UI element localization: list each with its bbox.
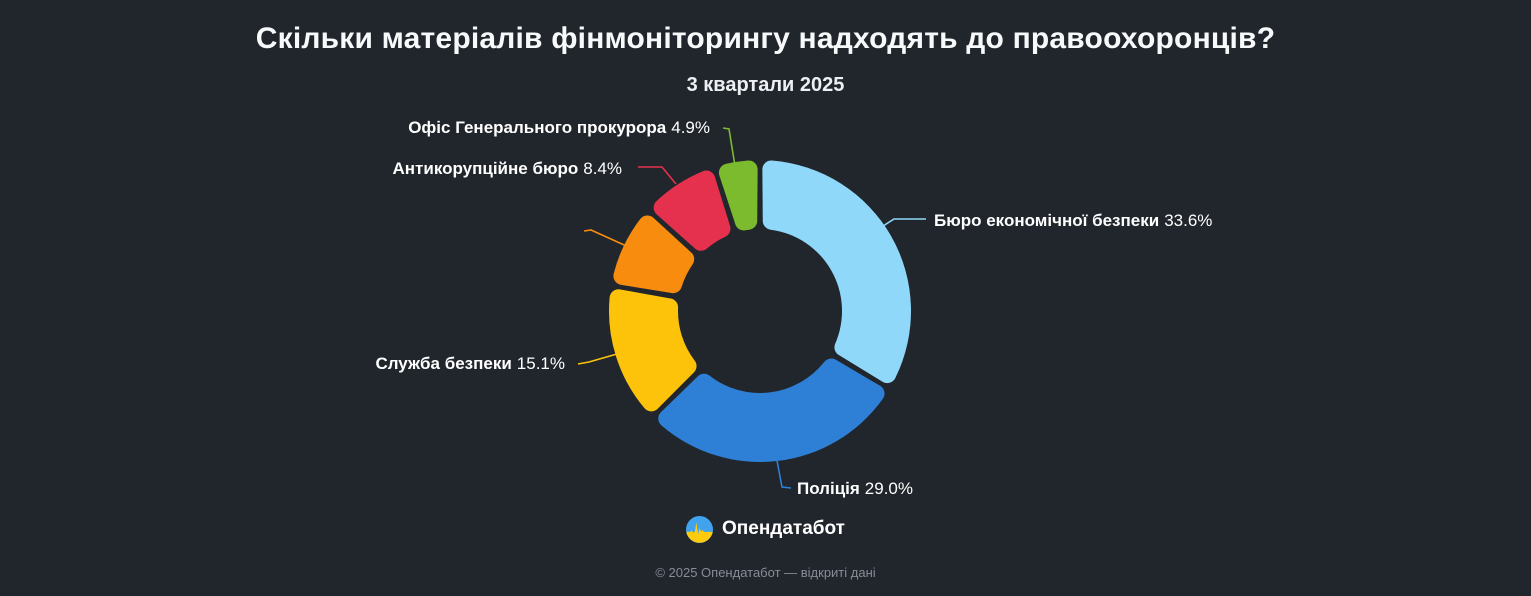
segment-name: Бюро економічної безпеки [934, 211, 1160, 230]
footer-copyright: © 2025 Опендатабот — відкриті дані [655, 565, 876, 580]
segment-percent: 8.4% [583, 159, 622, 178]
segment-label-general-prosecutor-office: Офіс Генерального прокурора 4.9% [408, 117, 710, 139]
segment-percent: 15.1% [516, 354, 565, 373]
donut-segment-0 [762, 160, 912, 384]
chart-subtitle: 3 квартали 2025 [686, 74, 845, 96]
segment-percent: 29.0% [864, 479, 913, 498]
opendatabot-wordmark: Опендатабот [722, 518, 845, 539]
leader-line-0 [865, 218, 926, 238]
opendatabot-logo-icon [686, 515, 713, 543]
segment-name: Служба безпеки [375, 354, 512, 373]
donut-segment-5 [718, 160, 758, 231]
segment-name: Антикорупційне бюро [392, 159, 579, 178]
leader-line-4 [638, 166, 677, 185]
brand-row: Опендатабот [0, 515, 1531, 543]
segment-percent: 4.9% [671, 118, 710, 137]
chart-title: Скільки матеріалів фінмоніторингу надход… [255, 22, 1276, 55]
donut-segment-2 [609, 289, 697, 412]
leader-line-1 [774, 449, 792, 489]
segment-name: Офіс Генерального прокурора [408, 118, 667, 137]
donut-segment-1 [658, 358, 885, 462]
segment-name: Поліція [797, 479, 860, 498]
donut-segment-3 [613, 215, 695, 294]
segment-percent: 33.6% [1164, 211, 1213, 230]
segment-label-security-service: Служба безпеки 15.1% [375, 353, 565, 375]
donut-segment-4 [653, 170, 731, 251]
segment-label-economic-security-bureau: Бюро економічної безпеки 33.6% [934, 210, 1212, 232]
leader-line-3 [583, 229, 634, 250]
segment-label-anticorruption-bureau: Антикорупційне бюро 8.4% [393, 158, 622, 180]
leader-line-5 [722, 127, 736, 167]
leader-line-2 [577, 351, 625, 365]
segment-label-police: Поліція 29.0% [797, 478, 913, 500]
